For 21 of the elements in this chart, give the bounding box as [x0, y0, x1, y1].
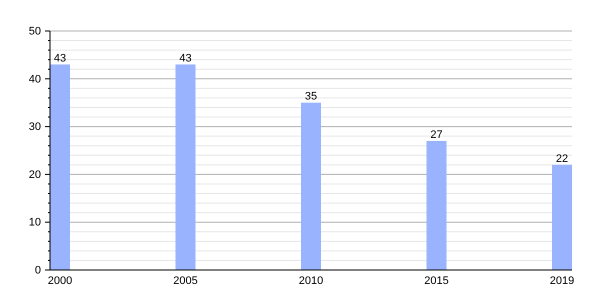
- bar: [426, 140, 446, 270]
- y-tick-label: 20: [28, 168, 41, 181]
- y-tick-label: 10: [28, 216, 41, 229]
- data-label: 43: [54, 52, 66, 64]
- bar: [301, 102, 321, 270]
- x-tick-label: 2005: [173, 274, 198, 287]
- bar: [50, 64, 70, 270]
- bar: [552, 164, 572, 270]
- data-label: 22: [556, 152, 568, 165]
- x-tick-label: 2000: [48, 274, 72, 287]
- x-tick-label: 2010: [298, 274, 324, 287]
- x-tick-label: 2015: [424, 274, 449, 287]
- x-tick-label: 2019: [550, 274, 574, 287]
- bar: [176, 64, 196, 270]
- y-tick-label: 50: [28, 26, 41, 38]
- data-label: 35: [304, 90, 318, 103]
- y-tick-label: 0: [34, 264, 41, 277]
- y-tick-label: 40: [28, 73, 41, 86]
- data-label: 43: [179, 52, 192, 64]
- y-tick-label: 30: [28, 121, 41, 134]
- data-label: 27: [430, 128, 443, 141]
